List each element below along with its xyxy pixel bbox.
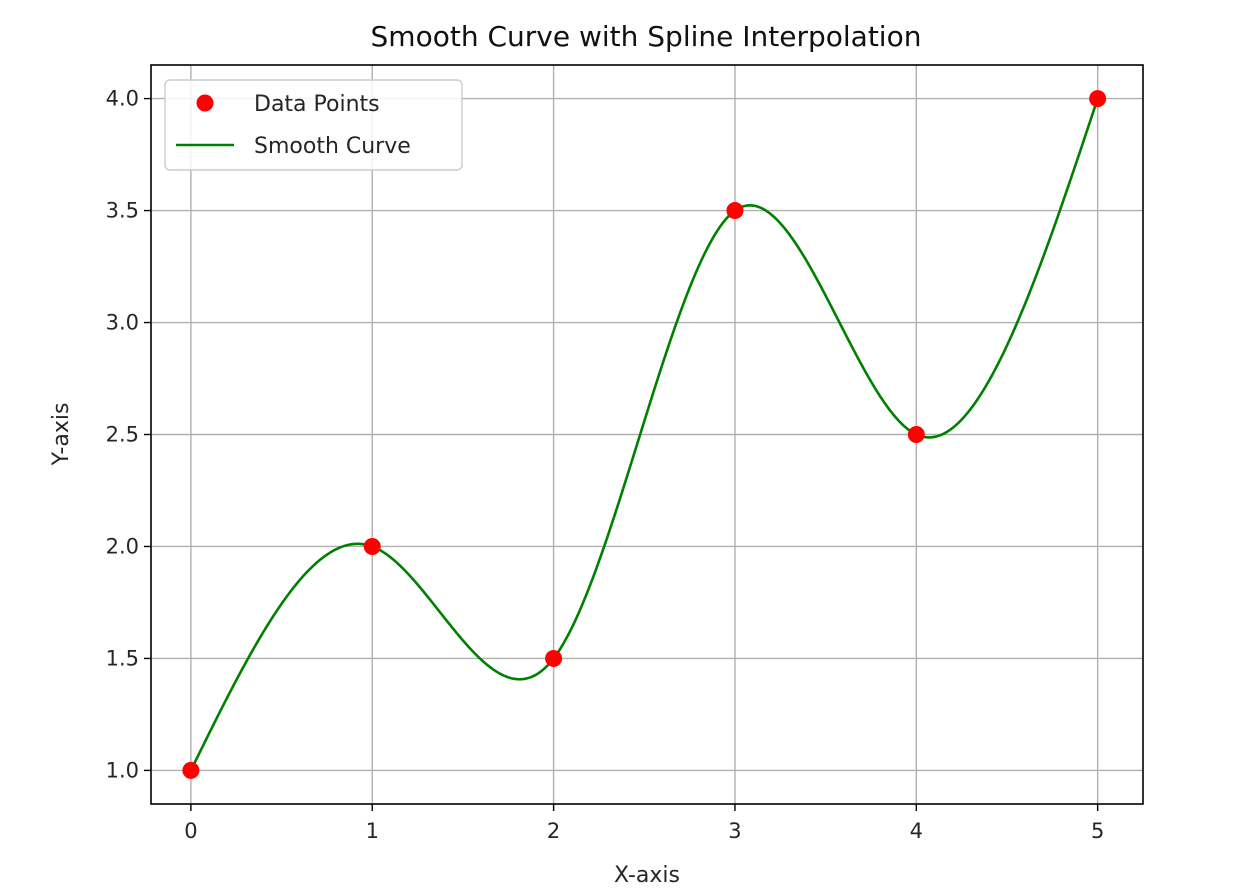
y-tick-label: 2.0 — [106, 534, 139, 558]
points-layer — [182, 90, 1107, 779]
legend-data-points-marker — [196, 94, 214, 112]
x-tick-label: 4 — [910, 819, 923, 843]
y-tick-label: 3.0 — [106, 311, 139, 335]
x-tick-label: 1 — [366, 819, 379, 843]
y-tick-label: 4.0 — [106, 87, 139, 111]
legend-data-points-label: Data Points — [254, 92, 380, 117]
data-point — [545, 649, 563, 667]
data-point — [907, 426, 925, 443]
x-axis-label: X-axis — [614, 863, 680, 888]
grid — [151, 65, 1143, 804]
data-point — [1089, 90, 1107, 108]
y-tick-label: 1.5 — [106, 646, 139, 670]
smooth-curve-line — [189, 98, 1099, 771]
data-point — [182, 761, 200, 779]
data-point — [726, 202, 744, 220]
x-tick-label: 3 — [728, 819, 741, 843]
data-point — [363, 537, 381, 555]
curve-layer — [189, 98, 1099, 771]
y-tick-label: 1.0 — [106, 758, 139, 782]
x-tick-label: 5 — [1091, 819, 1104, 843]
ticks: 0 1 2 3 4 5 1.0 1.5 2.0 2.5 3.0 3.5 4.0 — [106, 87, 1105, 843]
legend-smooth-curve-label: Smooth Curve — [254, 134, 411, 159]
x-tick-label: 2 — [547, 819, 560, 843]
y-tick-label: 2.5 — [106, 423, 139, 447]
legend: Data Points Smooth Curve — [164, 79, 463, 171]
y-axis-label: Y-axis — [49, 403, 74, 467]
legend-box — [164, 79, 463, 171]
x-tick-label: 0 — [184, 819, 197, 843]
y-tick-label: 3.5 — [106, 199, 139, 223]
chart-title: Smooth Curve with Spline Interpolation — [371, 20, 922, 53]
